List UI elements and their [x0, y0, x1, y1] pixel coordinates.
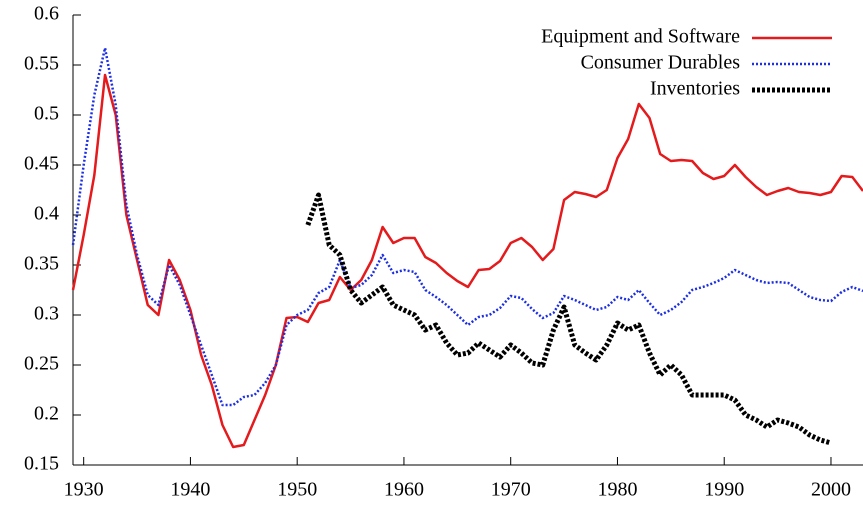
- y-tick-label: 0.45: [24, 153, 59, 175]
- legend-label: Inventories: [650, 78, 740, 100]
- x-tick-label: 1980: [597, 479, 637, 501]
- y-tick-label: 0.6: [34, 3, 59, 25]
- series-line: [305, 192, 832, 446]
- y-tick-label: 0.2: [34, 403, 59, 425]
- series-line: [71, 73, 863, 449]
- y-tick-label: 0.3: [34, 303, 59, 325]
- x-tick-label: 1950: [277, 479, 317, 501]
- y-tick-label: 0.5: [34, 103, 59, 125]
- y-tick-label: 0.25: [24, 353, 59, 375]
- x-tick-label: 2000: [811, 479, 851, 501]
- x-tick-label: 1990: [704, 479, 744, 501]
- x-tick-label: 1930: [64, 479, 104, 501]
- x-tick-label: 1940: [170, 479, 210, 501]
- y-tick-label: 0.35: [24, 253, 59, 275]
- y-tick-label: 0.55: [24, 53, 59, 75]
- legend-label: Consumer Durables: [581, 52, 741, 74]
- y-tick-label: 0.15: [24, 453, 59, 475]
- series-line: [71, 46, 863, 407]
- x-tick-label: 1960: [384, 479, 424, 501]
- x-tick-label: 1970: [491, 479, 531, 501]
- y-tick-label: 0.4: [34, 203, 59, 225]
- legend-label: Equipment and Software: [541, 26, 740, 48]
